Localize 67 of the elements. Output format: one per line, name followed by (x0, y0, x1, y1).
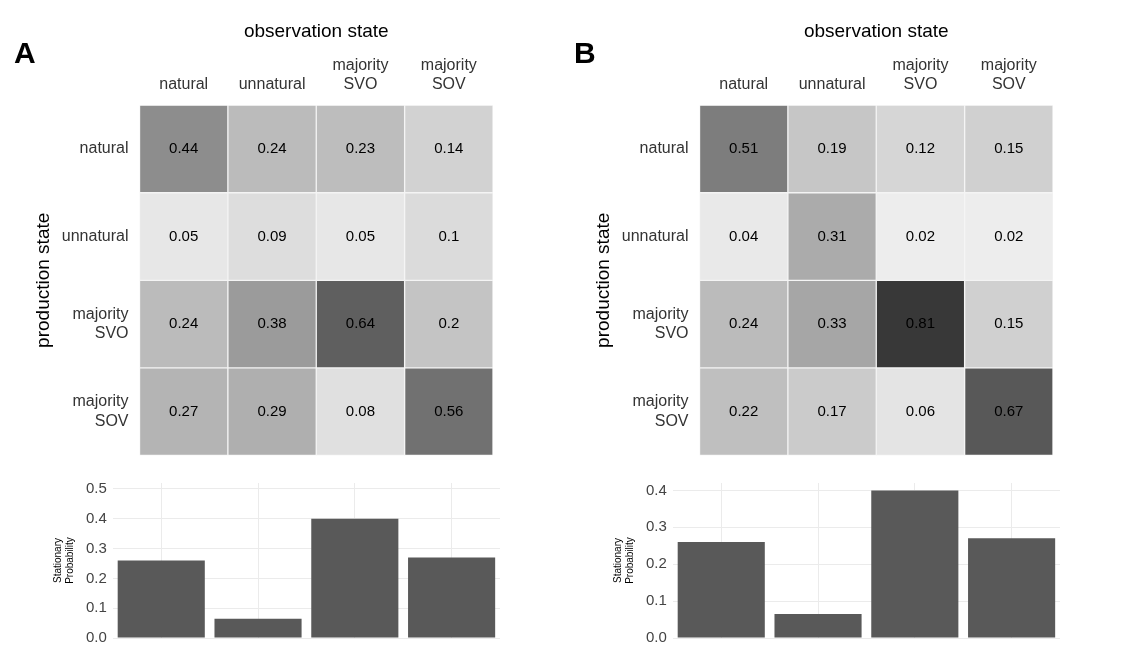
data-label: 0.12 (905, 139, 936, 157)
x-axis-title: observation state (803, 19, 949, 41)
data-label: 0.23 (345, 139, 376, 157)
data-label: 0.02 (994, 226, 1024, 244)
data-label: 0.24 (729, 314, 759, 332)
y-tick-label: 0.5 (85, 479, 107, 497)
text: B (574, 36, 596, 70)
data-label: 0.04 (729, 226, 759, 244)
y-tick-label: 0.1 (85, 598, 107, 616)
data-label: 0.08 (345, 401, 376, 419)
y-tick-label: 0.4 (645, 480, 667, 498)
x-tick-label: majority SOV (420, 55, 477, 93)
data-label: 0.15 (994, 314, 1024, 332)
data-label: 0.22 (729, 401, 759, 419)
data-label: 0.24 (257, 139, 287, 157)
x-axis-title: observation state (243, 19, 389, 41)
data-label: 0.05 (345, 226, 376, 244)
y-tick-label: 0.1 (645, 591, 667, 609)
x-tick-label: natural (159, 75, 209, 93)
x-tick-label: majority SVO (332, 55, 389, 93)
y-tick-label: majority SOV (72, 392, 129, 429)
y-tick-label: unnatural (61, 226, 129, 244)
data-label: 0.06 (905, 401, 936, 419)
data-label: 0.67 (994, 401, 1024, 419)
data-label: 0.19 (817, 139, 847, 157)
data-label: 0.09 (257, 226, 287, 244)
data-label: 0.29 (257, 401, 287, 419)
data-label: 0.31 (817, 226, 847, 244)
data-label: 0.2 (438, 314, 460, 332)
y-tick-label: 0.2 (645, 554, 667, 572)
data-label: 0.81 (905, 314, 936, 332)
data-label: 0.38 (257, 314, 287, 332)
data-label: 0.27 (169, 401, 199, 419)
y-tick-label: 0.0 (85, 628, 107, 646)
x-tick-label: majority SOV (980, 55, 1037, 93)
y-axis-title: Stationary Probability (611, 537, 635, 584)
data-label: 0.14 (434, 139, 464, 157)
data-label: 0.44 (169, 139, 199, 157)
y-tick-label: majority SVO (72, 304, 129, 342)
y-tick-label: natural (639, 139, 689, 157)
y-tick-label: 0.4 (85, 508, 107, 526)
data-label: 0.17 (817, 401, 847, 419)
y-tick-label: unnatural (621, 226, 689, 244)
data-label: 0.1 (438, 226, 460, 244)
data-label: 0.24 (169, 314, 199, 332)
data-label: 0.05 (169, 226, 199, 244)
y-tick-label: 0.0 (645, 628, 667, 646)
y-axis-title: production state (591, 212, 613, 348)
y-axis-title: production state (31, 212, 53, 348)
y-tick-label: 0.2 (85, 568, 107, 586)
y-tick-label: 0.3 (85, 538, 107, 556)
data-label: 0.56 (434, 401, 464, 419)
x-tick-label: unnatural (238, 75, 306, 93)
x-tick-label: majority SVO (892, 55, 949, 93)
y-tick-label: 0.3 (645, 517, 667, 535)
data-label: 0.02 (905, 226, 936, 244)
text: A (14, 36, 36, 70)
y-tick-label: natural (79, 139, 129, 157)
data-label: 0.51 (729, 139, 759, 157)
data-label: 0.15 (994, 139, 1024, 157)
y-tick-label: majority SOV (632, 392, 689, 429)
data-label: 0.64 (345, 314, 376, 332)
x-tick-label: unnatural (798, 75, 866, 93)
x-tick-label: natural (719, 75, 769, 93)
y-axis-title: Stationary Probability (51, 537, 75, 584)
data-label: 0.33 (817, 314, 847, 332)
y-tick-label: majority SVO (632, 304, 689, 342)
